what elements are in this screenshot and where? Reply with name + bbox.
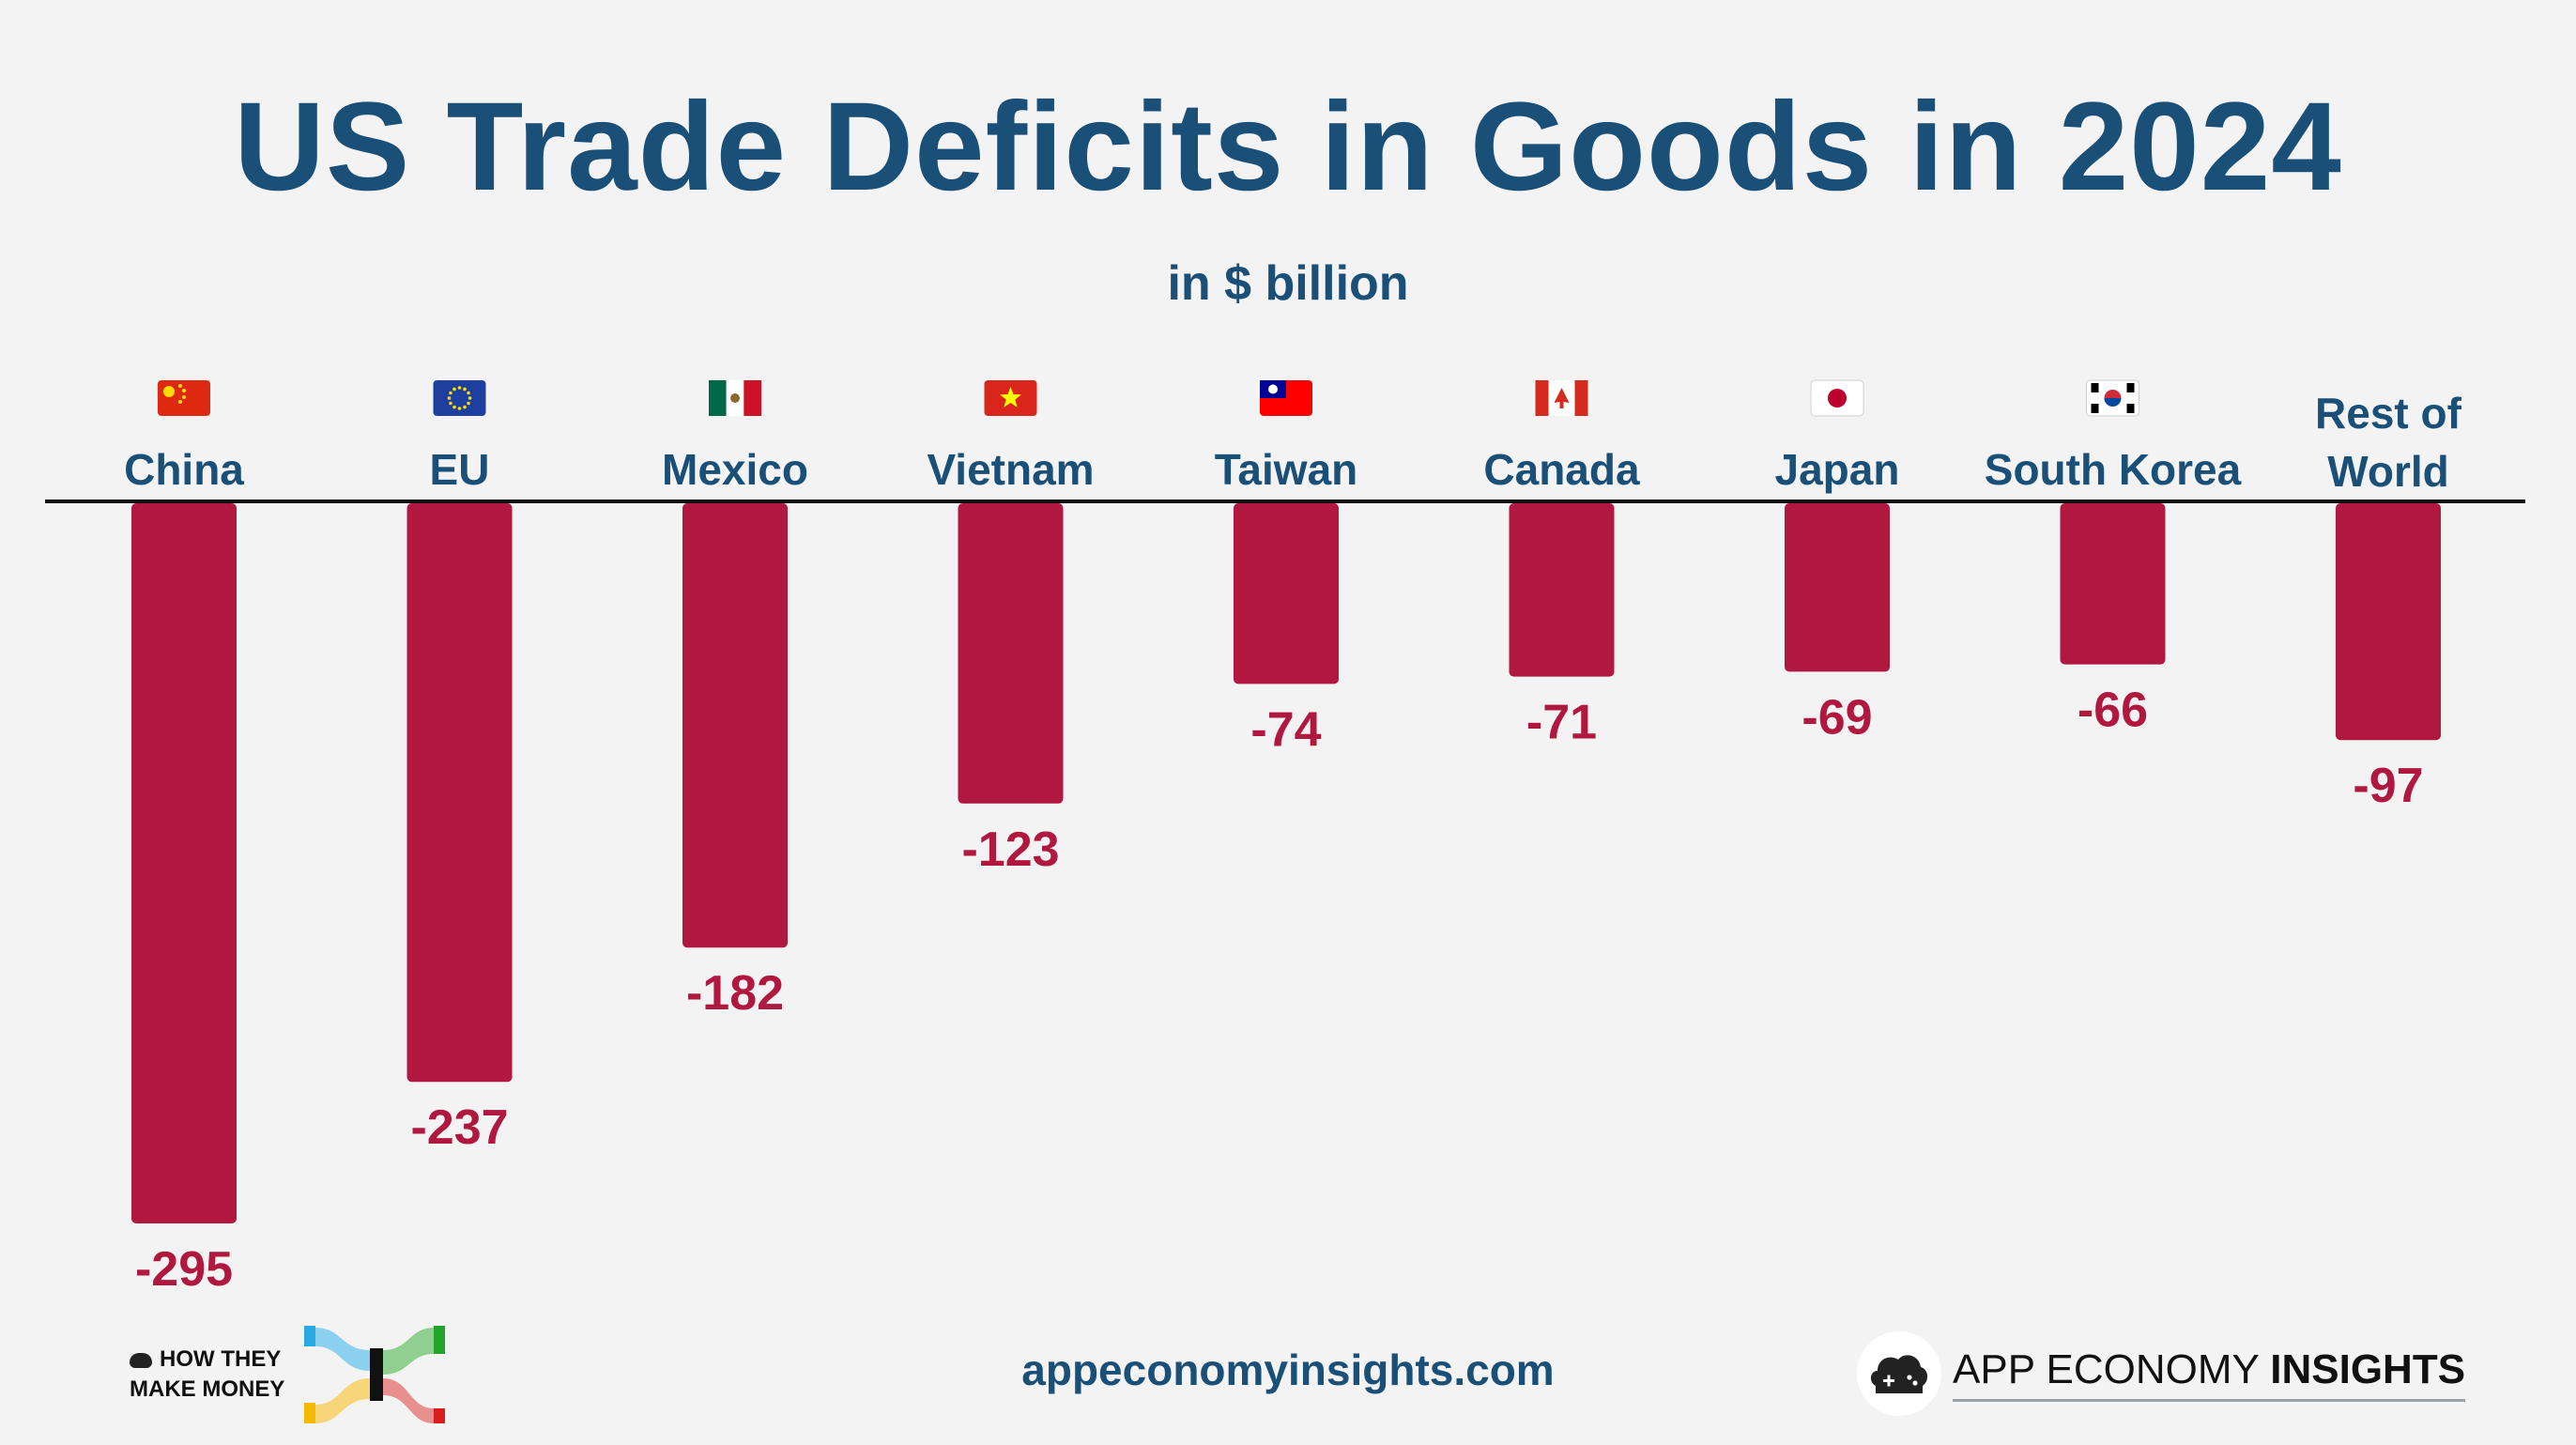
cloud-icon [130, 1352, 152, 1368]
bar-canada [1509, 503, 1615, 677]
app-economy-insights-logo: APP ECONOMY INSIGHTS [1857, 1331, 2466, 1425]
value-label-china: -295 [135, 1242, 233, 1297]
vietnam-flag-icon [984, 380, 1037, 416]
category-label-south-korea: South Korea [1985, 445, 2242, 494]
page-title: US Trade Deficits in Goods in 2024 [234, 77, 2342, 217]
category-label-china: China [124, 445, 244, 494]
gamepad-cloud-icon [1857, 1331, 1941, 1416]
category-label-japan: Japan [1775, 445, 1900, 494]
sankey-logo-icon [304, 1326, 445, 1423]
bar-china [131, 503, 237, 1223]
bar-south-korea [2060, 503, 2166, 665]
category-label-eu: EU [430, 445, 490, 494]
bar-mexico [682, 503, 788, 948]
value-label-taiwan: -74 [1250, 702, 1321, 757]
category-label-taiwan: Taiwan [1215, 445, 1358, 494]
brand-right-regular: APP ECONOMY [1953, 1346, 2271, 1392]
value-label-eu: -237 [410, 1100, 508, 1155]
category-label-rest-of-world: Rest of World [2315, 389, 2462, 496]
how-they-make-money-logo: HOW THEY MAKE MONEY [130, 1326, 468, 1429]
value-label-mexico: -182 [686, 966, 784, 1021]
chart-subtitle: in $ billion [1167, 256, 1409, 311]
value-label-rest-of-world: -97 [2353, 759, 2423, 813]
value-label-japan: -69 [1802, 690, 1872, 745]
category-label-mexico: Mexico [662, 445, 808, 494]
china-flag-icon [158, 380, 210, 416]
taiwan-flag-icon [1260, 380, 1312, 416]
brand-right-bold: INSIGHTS [2270, 1346, 2466, 1392]
value-label-south-korea: -66 [2078, 684, 2148, 738]
footer-url-link[interactable]: appeconomyinsights.com [1021, 1345, 1555, 1394]
brand-left-line1: HOW THEY [160, 1346, 282, 1372]
south-korea-flag-icon [2086, 379, 2139, 417]
bar-eu [406, 503, 513, 1083]
brand-left-line2: MAKE MONEY [130, 1376, 285, 1402]
value-label-canada: -71 [1526, 696, 1597, 750]
eu-flag-icon [433, 380, 486, 416]
bar-rest-of-world [2336, 503, 2441, 741]
bar-japan [1785, 503, 1890, 672]
category-label-vietnam: Vietnam [927, 445, 1094, 494]
japan-flag-icon [1810, 379, 1864, 417]
category-label-canada: Canada [1483, 445, 1640, 494]
bar-taiwan [1234, 503, 1339, 684]
value-label-vietnam: -123 [961, 822, 1059, 877]
canada-flag-icon [1535, 380, 1588, 416]
mexico-flag-icon [709, 380, 761, 416]
bar-vietnam [958, 503, 1064, 804]
